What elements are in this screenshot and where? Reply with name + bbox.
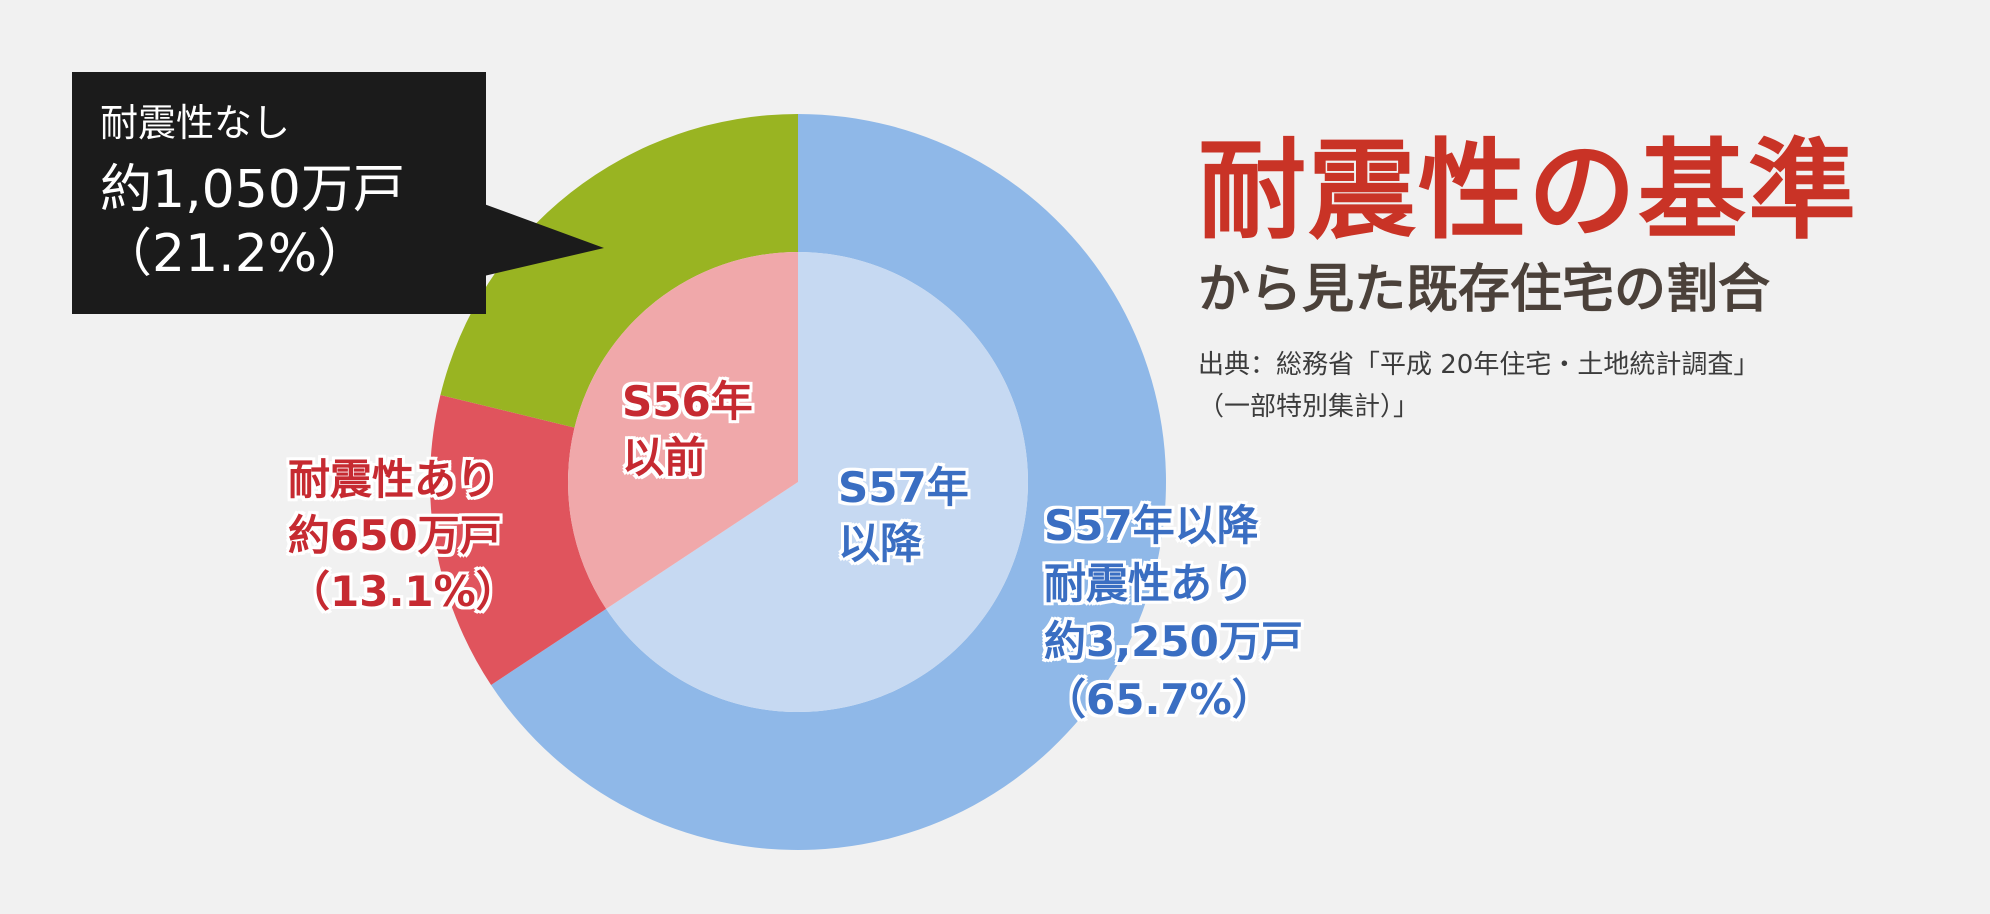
label-post-s57-value: 約3,250万戸 [1044,617,1303,666]
inner-label-s57-line1: S57年 [838,463,969,512]
label-post-s57: S57年以降 耐震性あり 約3,250万戸 （65.7%） [1044,497,1303,729]
inner-label-s57-line2: 以降 [838,519,923,568]
outer-ring-slice-0 [491,114,1166,851]
label-resistant-pre-s56: 耐震性あり 約650万戸 （13.1%） [288,452,518,620]
outer-ring-slice-2 [440,114,798,428]
label-resistant-value: 約650万戸 [288,511,502,560]
inner-label-s56-line2: 以前 [622,433,707,482]
source-line-2: （一部特別集計）」 [1198,392,1420,422]
callout-no-earthquake-resistance: 耐震性なし 約1,050万戸 （21.2%） [72,72,486,314]
source-note: 出典：総務省「平成 20年住宅・土地統計調査」 （一部特別集計）」 [1198,344,1858,428]
label-resistant-percent: （13.1%） [288,567,518,616]
inner-label-s57: S57年 以降 [838,460,969,572]
inner-ring-slice-1 [568,252,798,609]
callout-pointer [484,204,604,276]
callout-label: 耐震性なし [100,101,291,145]
inner-label-s56-line1: S56年 [622,377,753,426]
label-resistant-name: 耐震性あり [288,455,499,504]
label-post-s57-line1: S57年以降 [1044,501,1259,550]
inner-ring-slice-0 [606,252,1028,712]
chart-title: 耐震性の基準 [1198,129,1859,254]
outer-ring-slice-1 [429,394,607,686]
source-line-1: 出典：総務省「平成 20年住宅・土地統計調査」 [1198,350,1760,380]
label-post-s57-percent: （65.7%） [1044,675,1274,724]
inner-label-s56: S56年 以前 [622,374,753,486]
callout-value: 約1,050万戸 [100,160,405,220]
label-post-s57-line2: 耐震性あり [1044,559,1255,608]
title-block: 耐震性の基準 から見た既存住宅の割合 出典：総務省「平成 20年住宅・土地統計調… [1198,132,1858,428]
chart-subtitle: から見た既存住宅の割合 [1198,260,1771,320]
callout-percent: （21.2%） [100,224,370,284]
